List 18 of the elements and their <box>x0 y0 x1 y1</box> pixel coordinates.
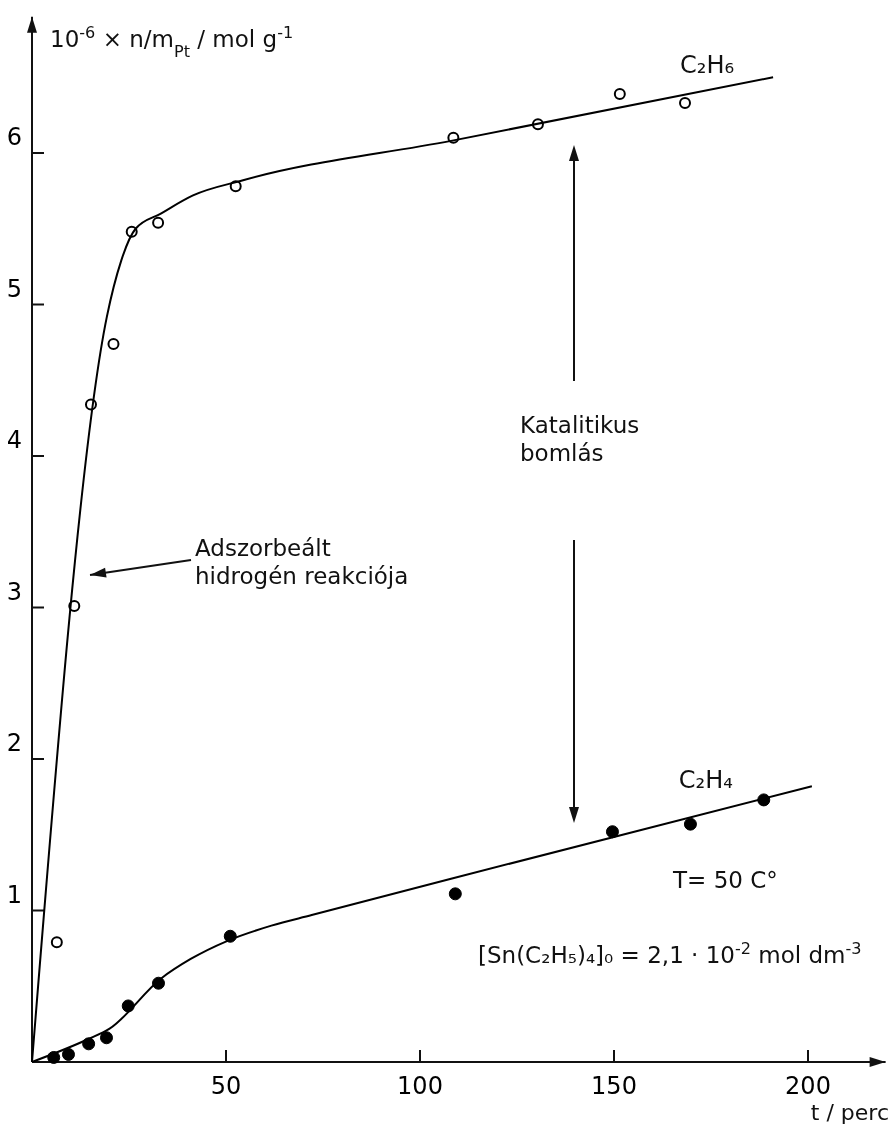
x-tick-label: 200 <box>785 1072 831 1100</box>
annotation: Katalitikus bomlás <box>520 412 640 466</box>
y-tick-label: 6 <box>6 123 22 151</box>
annotation: [Sn(C₂H₅)₄]₀ = 2,1 · 10$^{-2}$ mol dm$^{-3}$ <box>478 938 862 968</box>
y-tick-label: 2 <box>6 729 22 757</box>
x-axis-title: t / perc <box>810 1100 889 1125</box>
y-tick-label: 1 <box>6 880 22 909</box>
y-tick-label: 3 <box>6 577 22 606</box>
y-tick-label: 4 <box>6 426 22 454</box>
y-tick-label: 5 <box>6 274 22 303</box>
y-axis-title: 10$^{-6}$ × n/m$_{Pt}$ / mol g$^{-1}$ <box>50 22 294 61</box>
annotation: Adszorbeált hidrogén reakciója <box>195 535 409 589</box>
x-tick-label: 100 <box>397 1072 443 1100</box>
annotation: T= 50 C° <box>672 867 778 893</box>
series-label: C₂H₆ <box>680 51 735 79</box>
x-tick-label: 150 <box>591 1072 637 1100</box>
x-tick-label: 50 <box>210 1072 242 1100</box>
series-label: C₂H₄ <box>678 765 733 794</box>
